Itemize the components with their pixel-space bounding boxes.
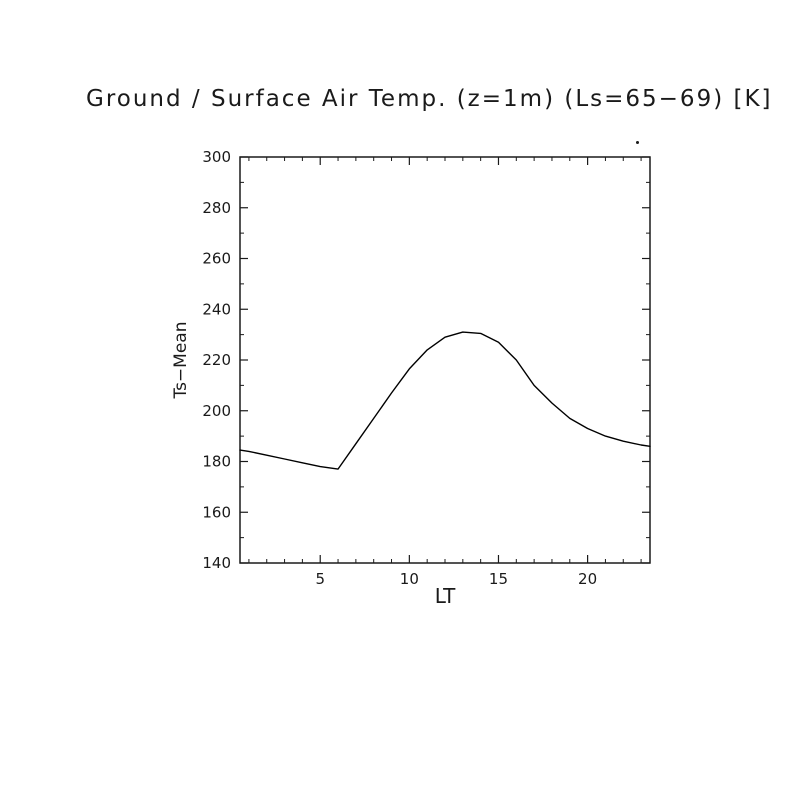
y-tick-label: 280 [202, 199, 231, 217]
chart-title: Ground / Surface Air Temp. (z=1m) (Ls=65… [86, 86, 773, 112]
y-tick-label: 180 [202, 453, 231, 471]
y-tick-label: 160 [202, 503, 231, 521]
x-tick-label: 20 [578, 570, 597, 588]
temperature-curve [239, 331, 651, 470]
x-tick-label: 5 [315, 570, 325, 588]
x-tick-label: 10 [400, 570, 419, 588]
y-tick-label: 260 [202, 250, 231, 268]
x-tick-label: 15 [489, 570, 508, 588]
y-tick-label: 300 [202, 148, 231, 166]
x-axis-label: LT [435, 584, 456, 608]
y-tick-label: 140 [202, 554, 231, 572]
y-tick-label: 220 [202, 351, 231, 369]
y-tick-label: 200 [202, 402, 231, 420]
stray-mark-dot [636, 141, 639, 144]
axis-frame [239, 156, 651, 564]
y-axis-label: Ts−Mean [171, 322, 191, 400]
y-tick-label: 240 [202, 300, 231, 318]
